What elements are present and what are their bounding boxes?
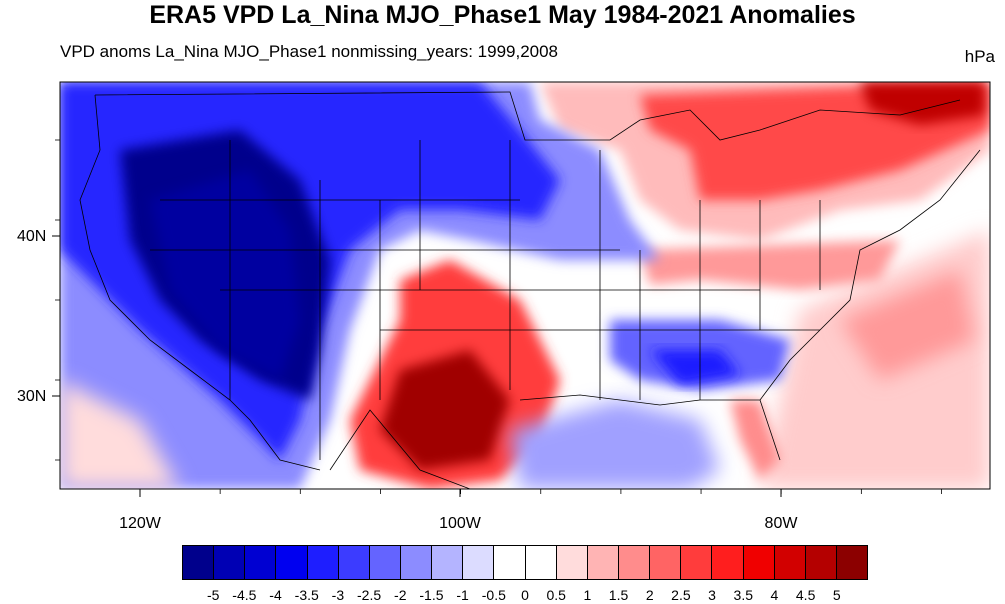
colorbar-label: -3: [331, 587, 345, 603]
colorbar: [182, 545, 868, 580]
colorbar-label: -3.5: [294, 587, 319, 603]
colorbar-box: [712, 546, 744, 579]
colorbar-box: [307, 546, 339, 579]
plot-subtitle: VPD anoms La_Nina MJO_Phase1 nonmissing_…: [60, 42, 559, 61]
colorbar-label: 0.5: [546, 587, 566, 603]
anomaly-field: [60, 82, 990, 489]
colorbar-label: 1.5: [608, 587, 629, 603]
lat-label-30n: 30N: [17, 388, 47, 405]
colorbar-label: -1: [456, 587, 469, 603]
units-label: hPa: [964, 47, 995, 66]
plot-title: ERA5 VPD La_Nina MJO_Phase1 May 1984-202…: [149, 1, 856, 29]
lon-label-100w: 100W: [439, 515, 481, 532]
colorbar-label: 4.5: [795, 587, 816, 603]
colorbar-box: [774, 546, 806, 579]
colorbar-box: [276, 546, 308, 579]
colorbar-label: -4: [269, 587, 282, 603]
lat-label-40n: 40N: [17, 228, 47, 245]
colorbar-box: [681, 546, 713, 579]
state-boundaries: [79, 91, 981, 489]
colorbar-label: 2: [645, 587, 654, 603]
colorbar-label: 3.5: [733, 587, 753, 603]
colorbar-box: [525, 546, 557, 579]
colorbar-box: [836, 546, 868, 579]
minor-ticks: [55, 139, 942, 494]
colorbar-box: [463, 546, 495, 579]
colorbar-label: 5: [832, 587, 841, 603]
colorbar-label: -1.5: [419, 587, 444, 603]
colorbar-box: [338, 546, 370, 579]
colorbar-box: [245, 546, 277, 579]
colorbar-box: [743, 546, 775, 579]
colorbar-box: [587, 546, 619, 579]
colorbar-box: [183, 546, 215, 579]
colorbar-box: [556, 546, 588, 579]
colorbar-box: [805, 546, 837, 579]
colorbar-label: 0: [521, 587, 529, 603]
colorbar-label: 2.5: [671, 587, 691, 603]
colorbar-label: 3: [708, 587, 716, 603]
map-frame: [59, 81, 991, 490]
colorbar-label: -2: [394, 587, 407, 603]
lon-label-80w: 80W: [764, 515, 798, 532]
colorbar-box: [214, 546, 246, 579]
colorbar-label: -4.5: [232, 587, 257, 603]
colorbar-label: 4: [770, 587, 779, 603]
colorbar-label: -2.5: [357, 587, 382, 603]
colorbar-box: [369, 546, 401, 579]
colorbar-label: -5: [206, 587, 220, 603]
lon-label-120w: 120W: [119, 515, 161, 532]
colorbar-label: -0.5: [481, 587, 506, 603]
colorbar-box: [432, 546, 464, 579]
colorbar-box: [494, 546, 526, 579]
colorbar-box: [618, 546, 651, 579]
colorbar-label: 1: [583, 587, 592, 603]
colorbar-box: [400, 546, 433, 579]
colorbar-box: [650, 546, 682, 579]
